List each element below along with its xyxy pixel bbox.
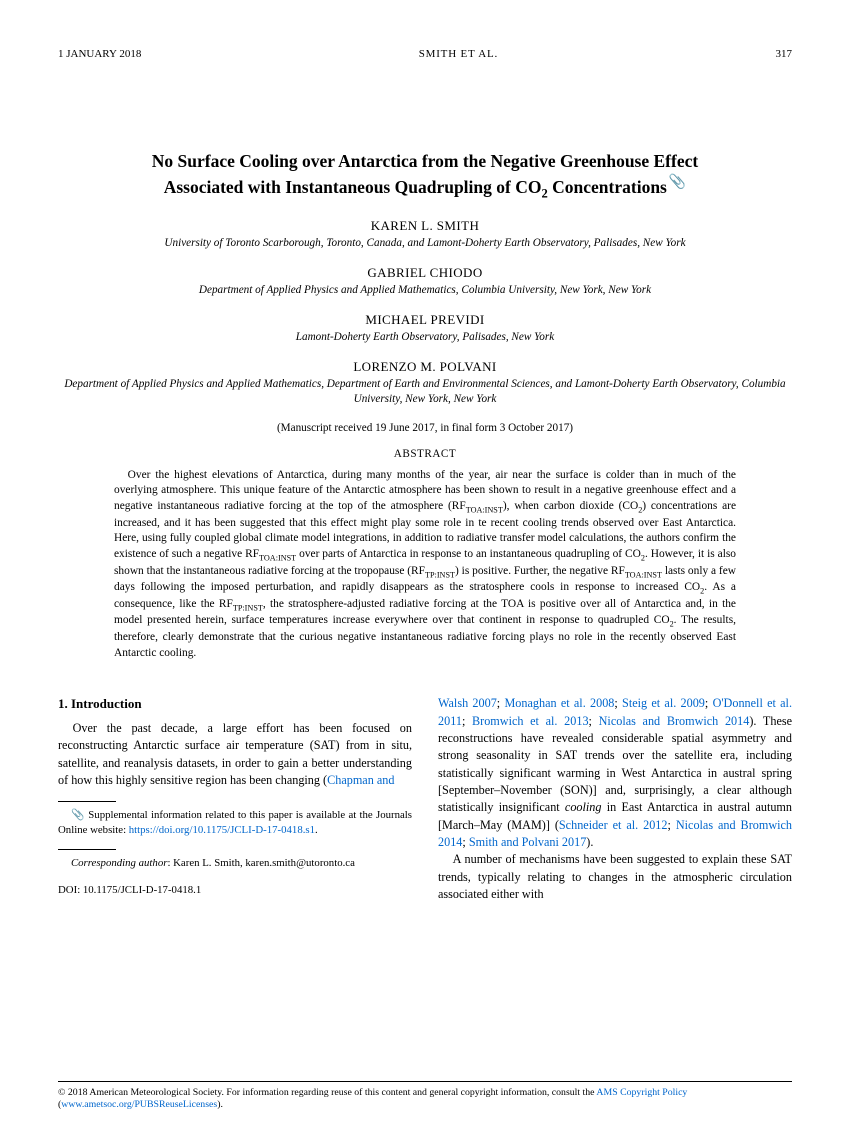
author-affiliation: Lamont-Doherty Earth Observatory, Palisa…: [58, 330, 792, 345]
left-column: 1. Introduction Over the past decade, a …: [58, 695, 412, 903]
author-block: MICHAEL PREVIDI Lamont-Doherty Earth Obs…: [58, 312, 792, 345]
author-block: KAREN L. SMITH University of Toronto Sca…: [58, 218, 792, 251]
citation-link[interactable]: Bromwich et al. 2013: [472, 714, 589, 728]
attachment-icon: 📎: [71, 809, 85, 821]
body-columns: 1. Introduction Over the past decade, a …: [58, 695, 792, 903]
intro-paragraph: Over the past decade, a large effort has…: [58, 720, 412, 789]
corresponding-value: : Karen L. Smith, karen.smith@utoronto.c…: [167, 857, 354, 869]
page-number: 317: [775, 48, 792, 60]
article-title: No Surface Cooling over Antarctica from …: [88, 150, 762, 202]
attachment-icon[interactable]: 📎: [669, 174, 686, 193]
copyright-text: ).: [217, 1099, 223, 1110]
header-authors: SMITH ET AL.: [419, 48, 498, 60]
doi-link[interactable]: https://doi.org/10.1175/JCLI-D-17-0418.s…: [129, 824, 315, 836]
header-date: 1 JANUARY 2018: [58, 48, 141, 60]
copyright-policy-link[interactable]: AMS Copyright Policy: [596, 1087, 687, 1098]
title-line-2-pre: Associated with Instantaneous Quadruplin…: [164, 176, 542, 196]
citation-link[interactable]: Chapman and: [327, 773, 394, 787]
footnote-corresponding: Corresponding author: Karen L. Smith, ka…: [58, 856, 412, 871]
emphasis: cooling: [565, 800, 602, 814]
abstract-text: Over the highest elevations of Antarctic…: [114, 468, 736, 662]
author-block: GABRIEL CHIODO Department of Applied Phy…: [58, 265, 792, 298]
footnote-rule: [58, 801, 116, 802]
citation-link[interactable]: Nicolas and Bromwich 2014: [599, 714, 750, 728]
citation-link[interactable]: Smith and Polvani 2017: [469, 835, 586, 849]
author-affiliation: Department of Applied Physics and Applie…: [58, 377, 792, 407]
doi: DOI: 10.1175/JCLI-D-17-0418.1: [58, 883, 412, 898]
manuscript-dates: (Manuscript received 19 June 2017, in fi…: [58, 422, 792, 434]
author-affiliation: Department of Applied Physics and Applie…: [58, 283, 792, 298]
title-line-2-post: Concentrations: [548, 176, 667, 196]
reuse-licenses-link[interactable]: www.ametsoc.org/PUBSReuseLicenses: [61, 1099, 217, 1110]
citation-link[interactable]: Steig et al. 2009: [622, 696, 705, 710]
continued-paragraph: Walsh 2007; Monaghan et al. 2008; Steig …: [438, 695, 792, 851]
body-paragraph: A number of mechanisms have been suggest…: [438, 851, 792, 903]
author-name: KAREN L. SMITH: [58, 218, 792, 234]
author-block: LORENZO M. POLVANI Department of Applied…: [58, 359, 792, 407]
right-column: Walsh 2007; Monaghan et al. 2008; Steig …: [438, 695, 792, 903]
footnote-rule: [58, 849, 116, 850]
author-name: MICHAEL PREVIDI: [58, 312, 792, 328]
section-heading: 1. Introduction: [58, 695, 412, 713]
citation-link[interactable]: Monaghan et al. 2008: [504, 696, 614, 710]
running-header: 1 JANUARY 2018 SMITH ET AL. 317: [58, 48, 792, 60]
author-name: GABRIEL CHIODO: [58, 265, 792, 281]
author-affiliation: University of Toronto Scarborough, Toron…: [58, 236, 792, 251]
citation-link[interactable]: Walsh 2007: [438, 696, 497, 710]
citation-link[interactable]: Schneider et al. 2012: [559, 818, 668, 832]
abstract-label: ABSTRACT: [58, 448, 792, 460]
copyright-text: © 2018 American Meteorological Society. …: [58, 1087, 596, 1098]
author-name: LORENZO M. POLVANI: [58, 359, 792, 375]
footnote-supplement: 📎 Supplemental information related to th…: [58, 808, 412, 837]
copyright-notice: © 2018 American Meteorological Society. …: [58, 1081, 792, 1112]
corresponding-label: Corresponding author: [71, 857, 167, 869]
title-line-1: No Surface Cooling over Antarctica from …: [152, 151, 698, 171]
